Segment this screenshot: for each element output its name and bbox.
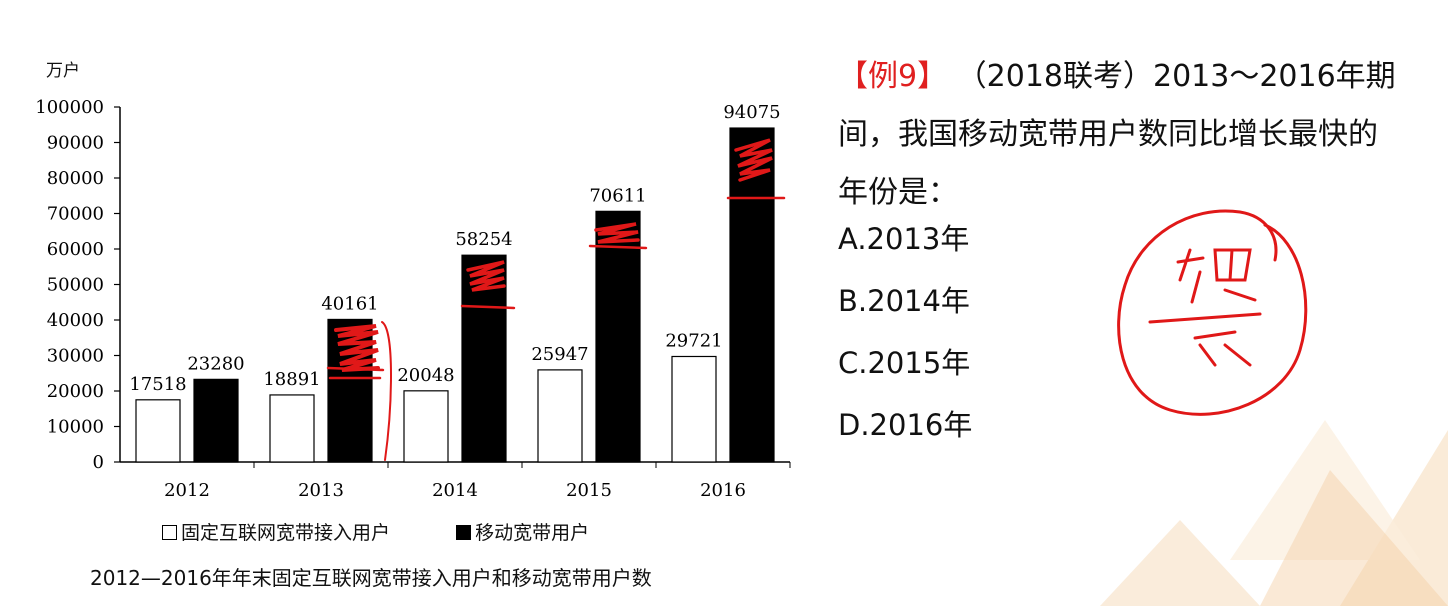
bar-mobile-broadband (461, 254, 507, 463)
question-text-1: （2018联考）2013～2016年期 (956, 59, 1396, 94)
data-label: 94075 (723, 102, 780, 123)
question-line-2: 间，我国移动宽带用户数同比增长最快的 (838, 117, 1378, 152)
legend-label-mobile: 移动宽带用户 (475, 522, 590, 544)
data-label: 17518 (129, 374, 186, 395)
data-label: 58254 (455, 229, 512, 250)
y-axis-label: 万户 (46, 61, 80, 81)
option-a[interactable]: A.2013年 (838, 222, 970, 256)
bar-fixed-broadband (671, 355, 717, 463)
x-tick-label: 2014 (432, 480, 478, 501)
legend-item-mobile: 移动宽带用户 (456, 518, 589, 545)
option-d[interactable]: D.2016年 (838, 408, 973, 442)
y-tick-label: 80000 (47, 168, 104, 189)
y-tick-label: 30000 (47, 346, 104, 367)
data-label: 29721 (665, 330, 722, 351)
y-tick-label: 0 (93, 452, 104, 473)
bar-fixed-broadband (537, 369, 583, 463)
data-label: 70611 (589, 185, 646, 206)
y-tick-label: 40000 (47, 310, 104, 331)
answer-options: A.2013年 B.2014年 C.2015年 D.2016年 (838, 208, 972, 456)
data-label: 25947 (531, 344, 588, 365)
bar-mobile-broadband (327, 318, 373, 463)
x-tick-label: 2016 (700, 480, 746, 501)
y-tick-label: 70000 (47, 204, 104, 225)
y-tick-label: 50000 (47, 275, 104, 296)
legend-label-fixed: 固定互联网宽带接入用户 (181, 522, 391, 544)
chart-caption: 2012—2016年年末固定互联网宽带接入用户和移动宽带用户数 (90, 566, 652, 590)
y-tick-label: 100000 (35, 97, 104, 118)
bar-chart: 0 10000 20000 30000 40000 50000 60000 70000 8000… (35, 97, 791, 501)
question-block: 【例9】 （2018联考）2013～2016年期 间，我国移动宽带用户数同比增长… (838, 48, 1438, 222)
bar-fixed-broadband (135, 399, 181, 463)
legend-swatch-black (456, 525, 472, 540)
y-tick-label: 60000 (47, 239, 104, 260)
example-tag: 【例9】 (838, 59, 948, 94)
option-b[interactable]: B.2014年 (838, 284, 970, 318)
legend-item-fixed: 固定互联网宽带接入用户 (162, 518, 390, 545)
question-line-1: 【例9】 （2018联考）2013～2016年期 (838, 48, 1438, 106)
legend-swatch-white (162, 525, 177, 540)
bar-fixed-broadband (403, 390, 449, 463)
bar-fixed-broadband (269, 394, 315, 463)
y-tick-label: 20000 (47, 381, 104, 402)
data-label: 20048 (397, 365, 454, 386)
x-tick-label: 2015 (566, 480, 612, 501)
y-tick-label: 90000 (47, 133, 104, 154)
x-tick-label: 2012 (164, 480, 210, 501)
data-label: 18891 (263, 369, 320, 390)
question-line-3: 年份是： (838, 175, 958, 210)
option-c[interactable]: C.2015年 (838, 346, 971, 380)
y-tick-label: 10000 (47, 417, 104, 438)
bar-mobile-broadband (193, 378, 239, 463)
bar-mobile-broadband (729, 127, 775, 463)
data-label: 40161 (321, 293, 378, 314)
data-label: 23280 (187, 353, 244, 374)
x-tick-label: 2013 (298, 480, 344, 501)
bar-mobile-broadband (595, 210, 641, 463)
handwritten-circle-mark (1117, 209, 1308, 416)
chart-legend: 固定互联网宽带接入用户 移动宽带用户 (162, 518, 649, 545)
